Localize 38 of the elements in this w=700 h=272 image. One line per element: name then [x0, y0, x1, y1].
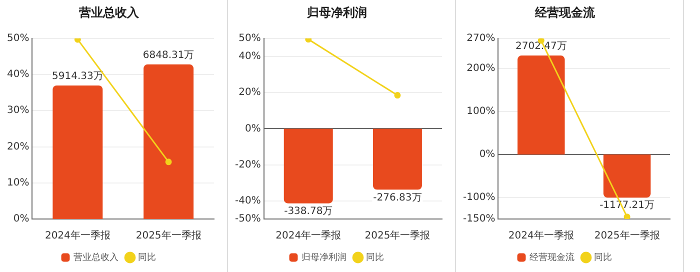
y-tick-label: 0% [13, 214, 30, 225]
y-tick-label: 270% [466, 32, 496, 44]
y-tick-label: -50% [234, 214, 261, 225]
legend-label: 同比 [366, 252, 384, 263]
y-tick-label: 50% [238, 32, 261, 44]
chart-title: 经营现金流 [534, 5, 596, 20]
data-label: 5914.33万 [52, 71, 104, 82]
y-tick-label: 10% [6, 177, 30, 188]
y-tick-label: 20% [238, 87, 261, 98]
y-tick-label: 0% [244, 123, 261, 134]
y-tick-label: 40% [238, 51, 261, 62]
y-tick-label: 20% [6, 141, 30, 152]
data-label: 6848.31万 [142, 50, 194, 61]
y-tick-label: 100% [466, 106, 496, 118]
data-label: -276.83万 [373, 192, 422, 204]
y-tick-label: -150% [462, 214, 496, 225]
x-tick-label: 2024年一季报 [508, 230, 574, 242]
legend-label: 经营现金流 [530, 252, 574, 263]
y-tick-label: 30% [6, 105, 30, 116]
chart-title: 归母净利润 [306, 5, 367, 20]
y-tick-label: -20% [234, 159, 261, 170]
legend-label: 归母净利润 [302, 252, 346, 263]
x-tick-label: 2024年一季报 [276, 230, 342, 242]
chart-title: 营业总收入 [78, 5, 140, 20]
y-tick-label: 50% [6, 32, 30, 44]
legend-label: 营业总收入 [74, 252, 118, 263]
legend-label: 同比 [138, 252, 156, 263]
y-tick-label: 0% [479, 149, 496, 160]
x-tick-label: 2025年一季报 [364, 230, 430, 242]
x-tick-label: 2025年一季报 [136, 230, 202, 242]
y-tick-label: 200% [466, 63, 496, 74]
y-tick-label: -40% [234, 196, 261, 207]
y-tick-label: 40% [6, 69, 30, 80]
y-tick-label: -100% [462, 192, 496, 204]
legend-label: 同比 [594, 252, 612, 263]
x-tick-label: 2024年一季报 [44, 230, 110, 242]
x-tick-label: 2025年一季报 [594, 230, 660, 242]
data-label: -338.78万 [284, 206, 333, 217]
